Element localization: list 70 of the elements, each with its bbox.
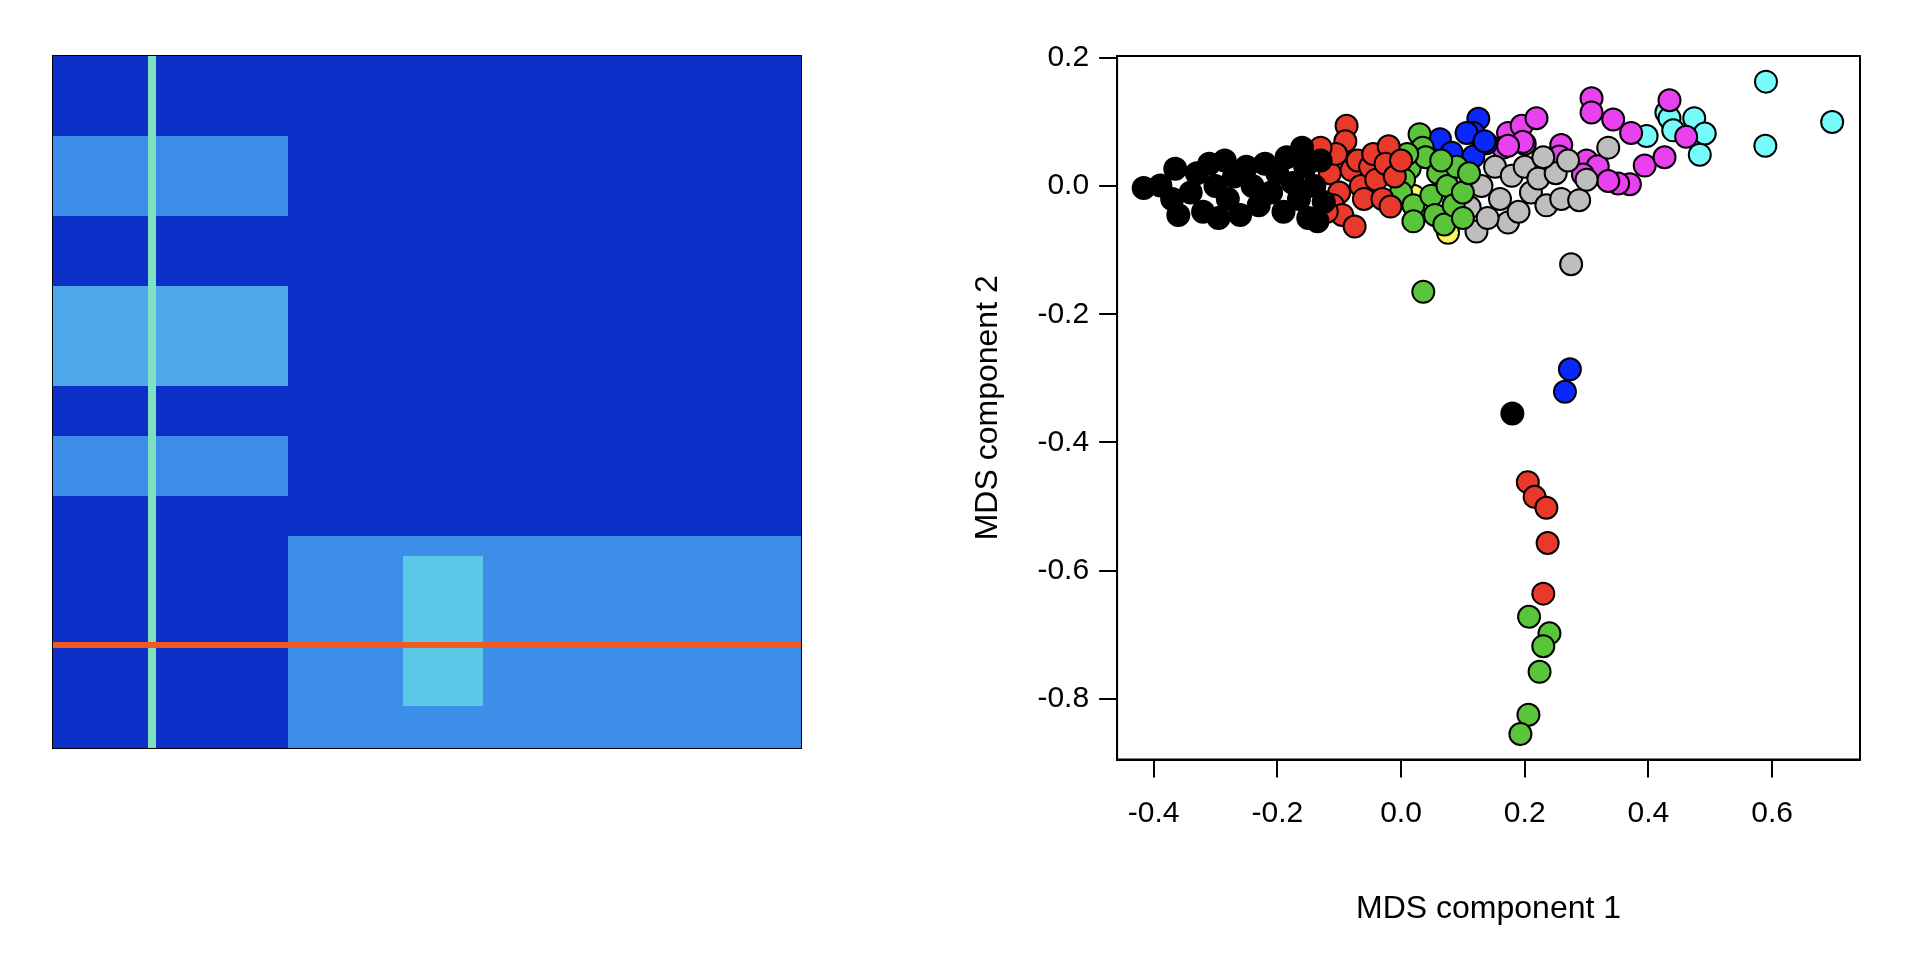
point	[1228, 202, 1253, 227]
point	[1531, 634, 1556, 659]
point	[1632, 153, 1657, 178]
point	[1556, 148, 1581, 173]
point	[1457, 161, 1482, 186]
point	[1531, 145, 1556, 170]
point	[1820, 110, 1845, 134]
point	[1483, 154, 1508, 179]
point	[1450, 180, 1475, 205]
point	[1389, 148, 1414, 173]
y-tick-label: 0.0	[1047, 167, 1090, 201]
point	[1163, 156, 1188, 181]
point	[1567, 188, 1592, 213]
point	[1596, 168, 1621, 193]
point	[1531, 581, 1556, 606]
point	[1450, 206, 1475, 231]
point	[1496, 133, 1521, 158]
point	[1657, 88, 1682, 113]
point	[1517, 604, 1542, 629]
y-tick-label: 0.2	[1047, 39, 1090, 73]
point	[1527, 659, 1552, 684]
point	[1259, 180, 1284, 205]
x-tick-label: -0.4	[1127, 794, 1180, 828]
y-tick-label: -0.6	[1037, 551, 1090, 585]
y-axis-title: MDS component 2	[968, 275, 1005, 541]
point	[1487, 186, 1512, 211]
point	[1271, 199, 1296, 224]
point	[1500, 401, 1525, 426]
point	[1516, 702, 1541, 727]
point	[1290, 135, 1315, 160]
point	[1687, 142, 1712, 167]
point	[1342, 214, 1367, 239]
point	[1557, 357, 1582, 382]
point	[1574, 167, 1599, 192]
x-tick-label: 0.0	[1380, 794, 1422, 828]
point	[1753, 133, 1778, 158]
point	[1652, 145, 1677, 170]
x-tick-label: 0.2	[1503, 794, 1546, 828]
y-tick-label: -0.2	[1037, 295, 1090, 329]
point	[1308, 148, 1333, 173]
point	[1411, 279, 1436, 304]
point	[1601, 107, 1626, 132]
point	[1429, 148, 1454, 173]
y-tick-label: -0.8	[1037, 679, 1090, 713]
point	[1534, 495, 1559, 520]
point	[1524, 106, 1549, 131]
point	[1178, 180, 1203, 205]
y-tick-label: -0.4	[1037, 423, 1090, 457]
x-tick-label: 0.4	[1627, 794, 1670, 828]
point	[1475, 206, 1500, 231]
x-tick-label: -0.2	[1251, 794, 1304, 828]
point	[1454, 120, 1479, 145]
point	[1378, 194, 1403, 219]
point	[1559, 252, 1584, 277]
point	[1753, 69, 1778, 94]
point	[1166, 202, 1191, 227]
x-axis-title: MDS component 1	[1356, 888, 1622, 925]
x-tick-label: 0.6	[1751, 794, 1794, 828]
point	[1552, 379, 1577, 404]
point	[1579, 100, 1604, 125]
point	[1619, 120, 1644, 145]
point	[1596, 135, 1621, 160]
point	[1535, 531, 1560, 556]
point	[1674, 124, 1699, 149]
point	[1311, 190, 1336, 215]
point	[1401, 209, 1426, 234]
point	[1508, 721, 1533, 746]
point	[1506, 199, 1531, 224]
point	[1215, 186, 1240, 211]
point	[1206, 206, 1231, 231]
